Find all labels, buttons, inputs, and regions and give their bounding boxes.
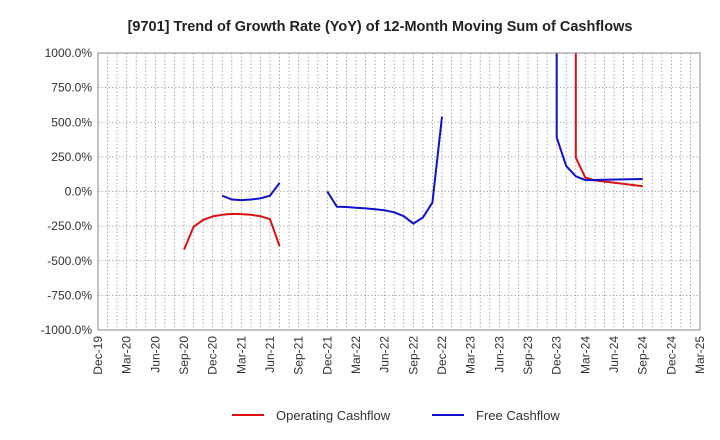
free-cashflow-line: [555, 53, 643, 182]
x-tick-label: Dec-21: [320, 336, 334, 375]
legend-label-operating-cashflow: Operating Cashflow: [276, 408, 391, 423]
x-tick-label: Jun-20: [148, 336, 162, 373]
y-tick-label: -750.0%: [47, 288, 92, 302]
series-lines: [183, 53, 643, 251]
operating-cashflow-line: [574, 53, 643, 188]
x-tick-label: Mar-22: [349, 336, 363, 374]
x-tick-label: Dec-22: [435, 336, 449, 375]
free-cashflow-line: [221, 182, 281, 202]
y-axis-ticks: 1000.0% 750.0% 500.0% 250.0% 0.0% -250.0% -500…: [41, 46, 93, 337]
x-tick-label: Jun-21: [263, 336, 277, 373]
x-tick-label: Jun-23: [492, 336, 506, 373]
y-tick-label: 250.0%: [51, 150, 92, 164]
x-tick-label: Dec-20: [206, 336, 220, 375]
y-tick-label: 1000.0%: [45, 46, 93, 60]
x-tick-label: Sep-20: [177, 336, 191, 375]
x-tick-label: Mar-25: [693, 336, 707, 374]
y-tick-label: -250.0%: [47, 219, 92, 233]
y-tick-label: 750.0%: [51, 81, 92, 95]
plot-frame: [97, 52, 701, 331]
x-tick-label: Jun-22: [378, 336, 392, 373]
y-tick-label: -500.0%: [47, 254, 92, 268]
x-tick-label: Sep-21: [292, 336, 306, 375]
x-tick-label: Dec-19: [91, 336, 105, 375]
x-tick-label: Mar-23: [464, 336, 478, 374]
x-tick-label: Jun-24: [607, 336, 621, 373]
x-tick-label: Sep-24: [636, 336, 650, 375]
x-tick-label: Mar-20: [120, 336, 134, 374]
x-tick-label: Mar-24: [578, 336, 592, 374]
x-axis-ticks: Dec-19 Mar-20 Jun-20 Sep-20 Dec-20 Mar-21 Jun-…: [91, 336, 707, 375]
legend: Operating Cashflow Free Cashflow: [232, 408, 560, 423]
legend-label-free-cashflow: Free Cashflow: [476, 408, 560, 423]
free-cashflow-line: [326, 116, 443, 225]
x-tick-label: Dec-23: [550, 336, 564, 375]
x-tick-label: Sep-22: [406, 336, 420, 375]
chart-title: [9701] Trend of Growth Rate (YoY) of 12-…: [128, 19, 633, 35]
x-tick-label: Dec-24: [664, 336, 678, 375]
x-tick-label: Mar-21: [234, 336, 248, 374]
y-tick-label: 500.0%: [51, 115, 92, 129]
operating-cashflow-line: [183, 212, 281, 251]
y-tick-label: 0.0%: [65, 185, 93, 199]
grid: [98, 52, 700, 331]
y-tick-label: -1000.0%: [41, 323, 93, 337]
x-tick-label: Sep-23: [521, 336, 535, 375]
